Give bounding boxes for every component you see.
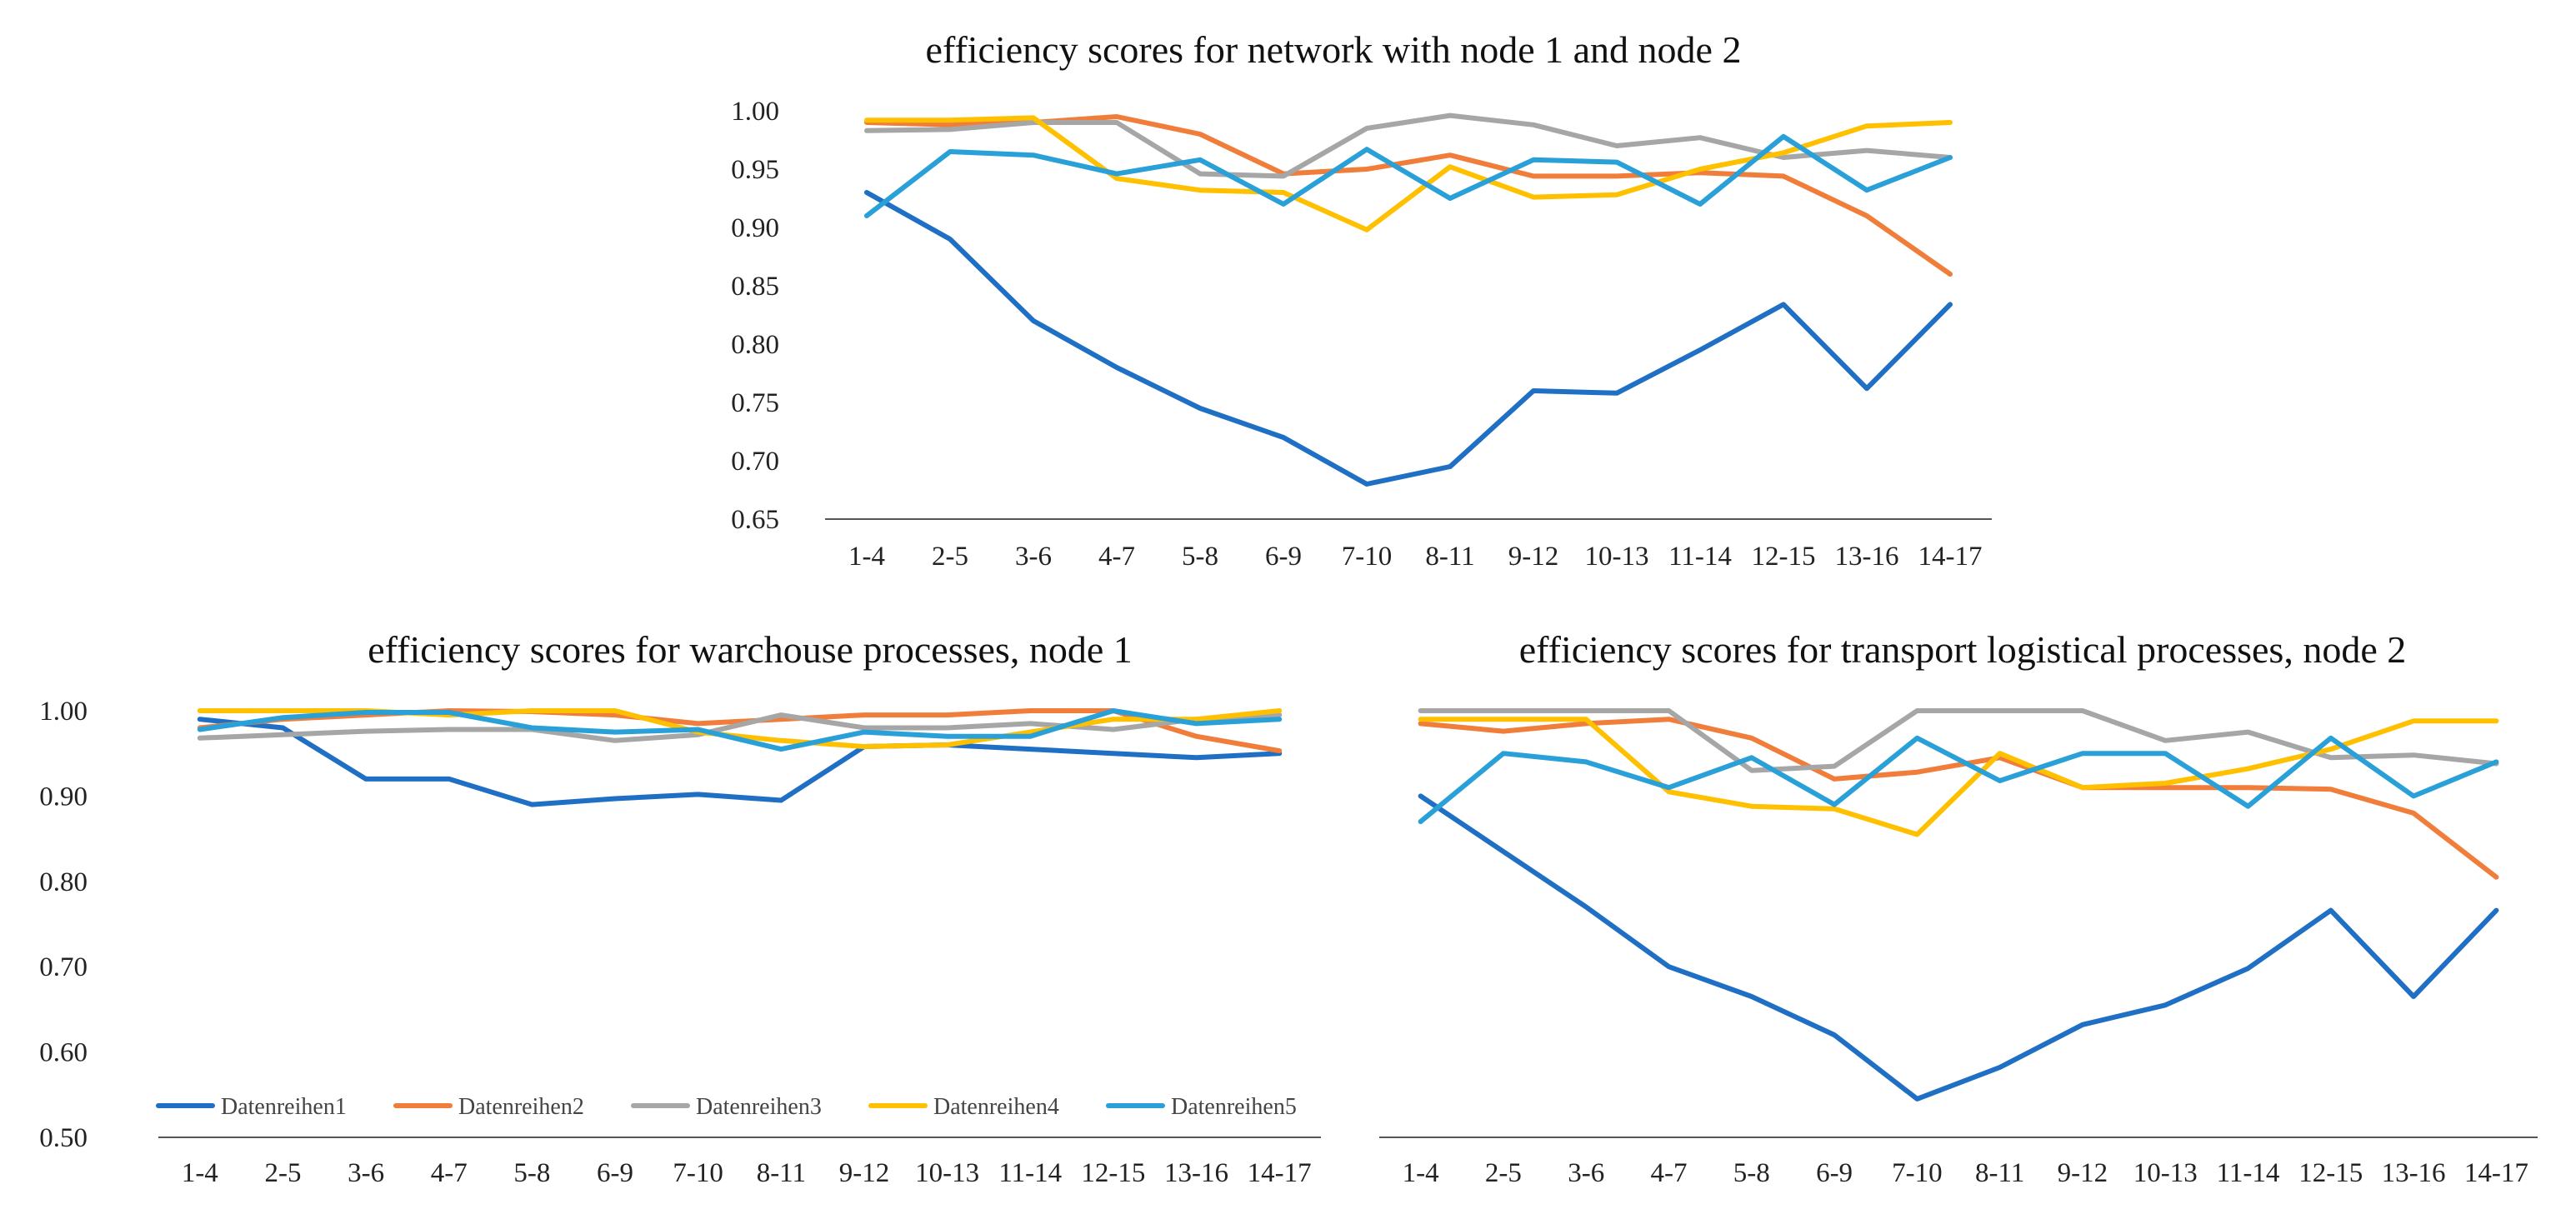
chart-network-x-tick-label: 1-4 (848, 542, 885, 572)
chart-warehouse-series-line-5 (197, 708, 1283, 752)
chart-transport-x-tick-label: 3-6 (1568, 1158, 1604, 1188)
chart-warehouse-x-tick-label: 11-14 (998, 1158, 1062, 1188)
chart-transport-x-tick-label: 9-12 (2058, 1158, 2108, 1188)
chart-network-x-tick-label: 5-8 (1182, 542, 1218, 572)
chart-network-x-tick-label: 4-7 (1098, 542, 1135, 572)
chart-transport-x-tick-label: 4-7 (1651, 1158, 1688, 1188)
chart-transport-x-tick-label: 7-10 (1892, 1158, 1943, 1188)
chart-warehouse-x-tick-label: 3-6 (348, 1158, 384, 1188)
chart-network-y-tick-label: 0.70 (731, 447, 779, 477)
chart-network-series-line-4 (864, 115, 1953, 232)
chart-warehouse-x-tick-label: 12-15 (1081, 1158, 1145, 1188)
chart-network-x-tick-label: 3-6 (1015, 542, 1052, 572)
chart-network-x-tick-label: 9-12 (1508, 542, 1559, 572)
chart-transport-x-tick-label: 11-14 (2217, 1158, 2280, 1188)
chart-warehouse-series-line-1 (197, 717, 1283, 807)
chart-transport-series-line-2 (1418, 717, 2499, 880)
chart-transport-x-tick-label: 14-17 (2464, 1158, 2528, 1188)
chart-transport-x-tick-label: 2-5 (1485, 1158, 1522, 1188)
chart-network-y-tick-label: 0.75 (731, 388, 779, 418)
chart-network-x-tick-label: 11-14 (1668, 542, 1732, 572)
chart-network-y-tick-label: 0.80 (731, 330, 779, 360)
chart-warehouse-y-tick-label: 0.90 (39, 782, 88, 812)
chart-warehouse-x-tick-label: 14-17 (1248, 1158, 1312, 1188)
legend-label-2: Datenreihen2 (458, 1094, 584, 1120)
chart-warehouse-x-tick-label: 1-4 (182, 1158, 218, 1188)
chart-network-title: efficiency scores for network with node … (926, 28, 1742, 71)
chart-network-y-tick-label: 1.00 (731, 97, 779, 127)
chart-network-series-line-5 (864, 133, 1953, 218)
chart-transport-x-tick-label: 12-15 (2298, 1158, 2363, 1188)
chart-network-x-tick-label: 13-16 (1835, 542, 1899, 572)
chart-network-y-tick-label: 0.85 (731, 272, 779, 302)
chart-network-x-tick-label: 10-13 (1585, 542, 1649, 572)
chart-transport-title: efficiency scores for transport logistic… (1519, 628, 2406, 671)
chart-network-x-tick-label: 6-9 (1265, 542, 1302, 572)
chart-transport-x-tick-label: 1-4 (1403, 1158, 1439, 1188)
chart-warehouse-y-tick-label: 0.80 (39, 867, 88, 897)
chart-warehouse-x-tick-label: 6-9 (597, 1158, 633, 1188)
chart-warehouse-x-tick-label: 13-16 (1164, 1158, 1228, 1188)
chart-network-y-tick-label: 0.90 (731, 213, 779, 243)
chart-network-y-tick-label: 0.95 (731, 155, 779, 185)
chart-warehouse-x-tick-label: 2-5 (264, 1158, 301, 1188)
chart-warehouse-x-tick-label: 10-13 (915, 1158, 979, 1188)
chart-warehouse-x-tick-label: 8-11 (757, 1158, 806, 1188)
chart-transport-x-tick-label: 13-16 (2382, 1158, 2446, 1188)
chart-network-x-tick-label: 7-10 (1342, 542, 1393, 572)
legend-label-4: Datenreihen4 (933, 1094, 1059, 1120)
chart-transport-series-line-5 (1418, 735, 2499, 825)
legend-label-3: Datenreihen3 (696, 1094, 822, 1120)
chart-network-y-tick-label: 0.65 (731, 505, 779, 535)
chart-network-x-tick-label: 14-17 (1918, 542, 1983, 572)
chart-network-x-tick-label: 8-11 (1425, 542, 1474, 572)
chart-transport-x-tick-label: 6-9 (1816, 1158, 1853, 1188)
chart-network-series-line-3 (864, 112, 1953, 179)
chart-warehouse-x-tick-label: 7-10 (673, 1158, 723, 1188)
legend-label-5: Datenreihen5 (1171, 1094, 1297, 1120)
chart-transport-x-tick-label: 8-11 (1975, 1158, 2024, 1188)
legend-label-1: Datenreihen1 (221, 1094, 347, 1120)
chart-network-x-tick-label: 2-5 (932, 542, 968, 572)
chart-warehouse-y-tick-label: 0.50 (39, 1123, 88, 1153)
chart-transport: efficiency scores for transport logistic… (1379, 628, 2538, 1188)
chart-warehouse-y-tick-label: 1.00 (39, 697, 88, 727)
chart-warehouse-x-tick-label: 9-12 (839, 1158, 890, 1188)
chart-network-series-line-1 (864, 190, 1953, 487)
chart-transport-x-tick-label: 5-8 (1733, 1158, 1770, 1188)
chart-transport-series-line-1 (1418, 793, 2499, 1102)
chart-transport-series-line-4 (1418, 717, 2499, 837)
chart-warehouse: efficiency scores for warchouse processe… (39, 628, 1321, 1188)
chart-warehouse-x-tick-label: 4-7 (431, 1158, 468, 1188)
chart-warehouse-x-tick-label: 5-8 (513, 1158, 550, 1188)
chart-warehouse-title: efficiency scores for warchouse processe… (368, 628, 1133, 671)
chart-transport-x-tick-label: 10-13 (2133, 1158, 2198, 1188)
chart-warehouse-y-tick-label: 0.70 (39, 952, 88, 982)
chart-network-x-tick-label: 12-15 (1752, 542, 1816, 572)
chart-network: efficiency scores for network with node … (731, 28, 1992, 572)
chart-warehouse-series-line-3 (197, 712, 1283, 743)
chart-warehouse-y-tick-label: 0.60 (39, 1038, 88, 1068)
